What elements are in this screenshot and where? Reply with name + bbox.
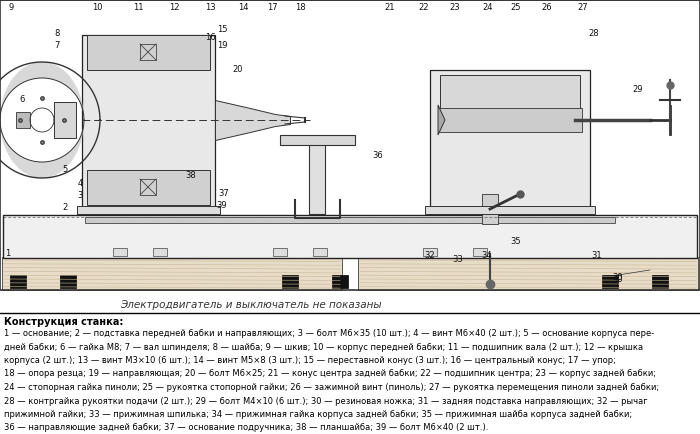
Text: 6: 6 [20, 95, 25, 105]
Bar [87, 35, 210, 70]
Bar [438, 108, 582, 132]
Bar [282, 275, 298, 288]
Bar [153, 248, 167, 256]
Bar [652, 275, 668, 288]
Bar [423, 248, 437, 256]
Bar [16, 112, 30, 128]
Bar [85, 217, 615, 223]
Bar [77, 206, 220, 214]
Text: корпуса (2 шт.); 13 — винт М3×10 (6 шт.); 14 — винт М5×8 (3 шт.); 15 — переставн: корпуса (2 шт.); 13 — винт М3×10 (6 шт.)… [4, 356, 616, 365]
Text: 1: 1 [6, 250, 10, 259]
Bar [87, 170, 210, 205]
Bar [280, 135, 355, 145]
Bar [430, 70, 590, 214]
Polygon shape [438, 105, 445, 135]
Text: 31: 31 [592, 250, 602, 260]
Bar [358, 257, 698, 290]
Text: 18 — опора резца; 19 — направляющая; 20 — болт М6×25; 21 — конус центра задней б: 18 — опора резца; 19 — направляющая; 20 … [4, 369, 656, 378]
Text: 2: 2 [62, 203, 68, 211]
Text: 14: 14 [238, 3, 248, 13]
Bar [425, 206, 595, 214]
Text: 13: 13 [204, 3, 216, 13]
Text: 36: 36 [372, 151, 384, 160]
Bar [0, 0, 700, 290]
Text: 24: 24 [483, 3, 493, 13]
Bar [313, 248, 327, 256]
Text: дней бабки; 6 — гайка М8; 7 — вал шпинделя; 8 — шайба; 9 — шкив; 10 — корпус пер: дней бабки; 6 — гайка М8; 7 — вал шпинде… [4, 342, 643, 352]
Bar [3, 215, 697, 258]
Text: 34: 34 [482, 250, 492, 260]
Text: Электродвигатель и выключатель не показаны: Электродвигатель и выключатель не показа… [120, 300, 382, 310]
Text: 29: 29 [633, 85, 643, 95]
Bar [0, 0, 700, 290]
Text: 3: 3 [77, 191, 83, 200]
Text: 11: 11 [133, 3, 144, 13]
Text: Конструкция станка:: Конструкция станка: [4, 317, 123, 327]
Bar [140, 179, 156, 195]
Text: 36 — направляющие задней бабки; 37 — основание подручника; 38 — планшайба; 39 — : 36 — направляющие задней бабки; 37 — осн… [4, 424, 489, 433]
Bar [482, 194, 498, 224]
Text: 15: 15 [217, 26, 228, 34]
Bar [54, 102, 76, 138]
Bar [309, 139, 325, 214]
Bar [332, 275, 348, 288]
Text: 9: 9 [8, 3, 13, 13]
Text: 8: 8 [55, 29, 60, 37]
Text: 23: 23 [449, 3, 461, 13]
Text: 27: 27 [578, 3, 588, 13]
Text: 1 — основание; 2 — подставка передней бабки и направляющих; 3 — болт М6×35 (10 ш: 1 — основание; 2 — подставка передней ба… [4, 329, 655, 338]
Bar [273, 248, 287, 256]
Text: 33: 33 [453, 256, 463, 264]
Text: 38: 38 [186, 171, 197, 180]
Text: 30: 30 [612, 273, 623, 283]
Text: прижимной гайки; 33 — прижимная шпилька; 34 — прижимная гайка корпуса задней баб: прижимной гайки; 33 — прижимная шпилька;… [4, 410, 632, 419]
Bar [440, 75, 580, 125]
Text: 28: 28 [589, 29, 599, 37]
Text: 16: 16 [204, 33, 216, 43]
Bar [113, 248, 127, 256]
Text: 25: 25 [511, 3, 522, 13]
Text: 12: 12 [169, 3, 179, 13]
Bar [10, 275, 26, 288]
Bar [473, 248, 487, 256]
Text: 4: 4 [78, 178, 83, 187]
Text: 39: 39 [217, 201, 228, 210]
Text: 20: 20 [232, 66, 244, 75]
Text: 22: 22 [419, 3, 429, 13]
Text: 7: 7 [55, 40, 60, 49]
Text: 17: 17 [267, 3, 277, 13]
Bar [140, 44, 156, 60]
Text: 37: 37 [218, 188, 230, 197]
Text: 35: 35 [511, 237, 522, 247]
Text: 19: 19 [217, 40, 228, 49]
Text: 30: 30 [612, 276, 623, 285]
Text: 21: 21 [385, 3, 396, 13]
Bar [602, 275, 618, 288]
Text: 28 — контргайка рукоятки подачи (2 шт.); 29 — болт М4×10 (6 шт.); 30 — резиновая: 28 — контргайка рукоятки подачи (2 шт.);… [4, 397, 648, 405]
Bar [60, 275, 76, 288]
Text: 24 — стопорная гайка пиноли; 25 — рукоятка стопорной гайки; 26 — зажимной винт (: 24 — стопорная гайка пиноли; 25 — рукоят… [4, 383, 659, 392]
Text: 26: 26 [542, 3, 552, 13]
Text: 5: 5 [62, 165, 68, 174]
Bar [2, 257, 342, 290]
Bar [82, 35, 215, 214]
Text: 32: 32 [425, 250, 435, 260]
Text: 18: 18 [295, 3, 305, 13]
Text: 10: 10 [92, 3, 102, 13]
